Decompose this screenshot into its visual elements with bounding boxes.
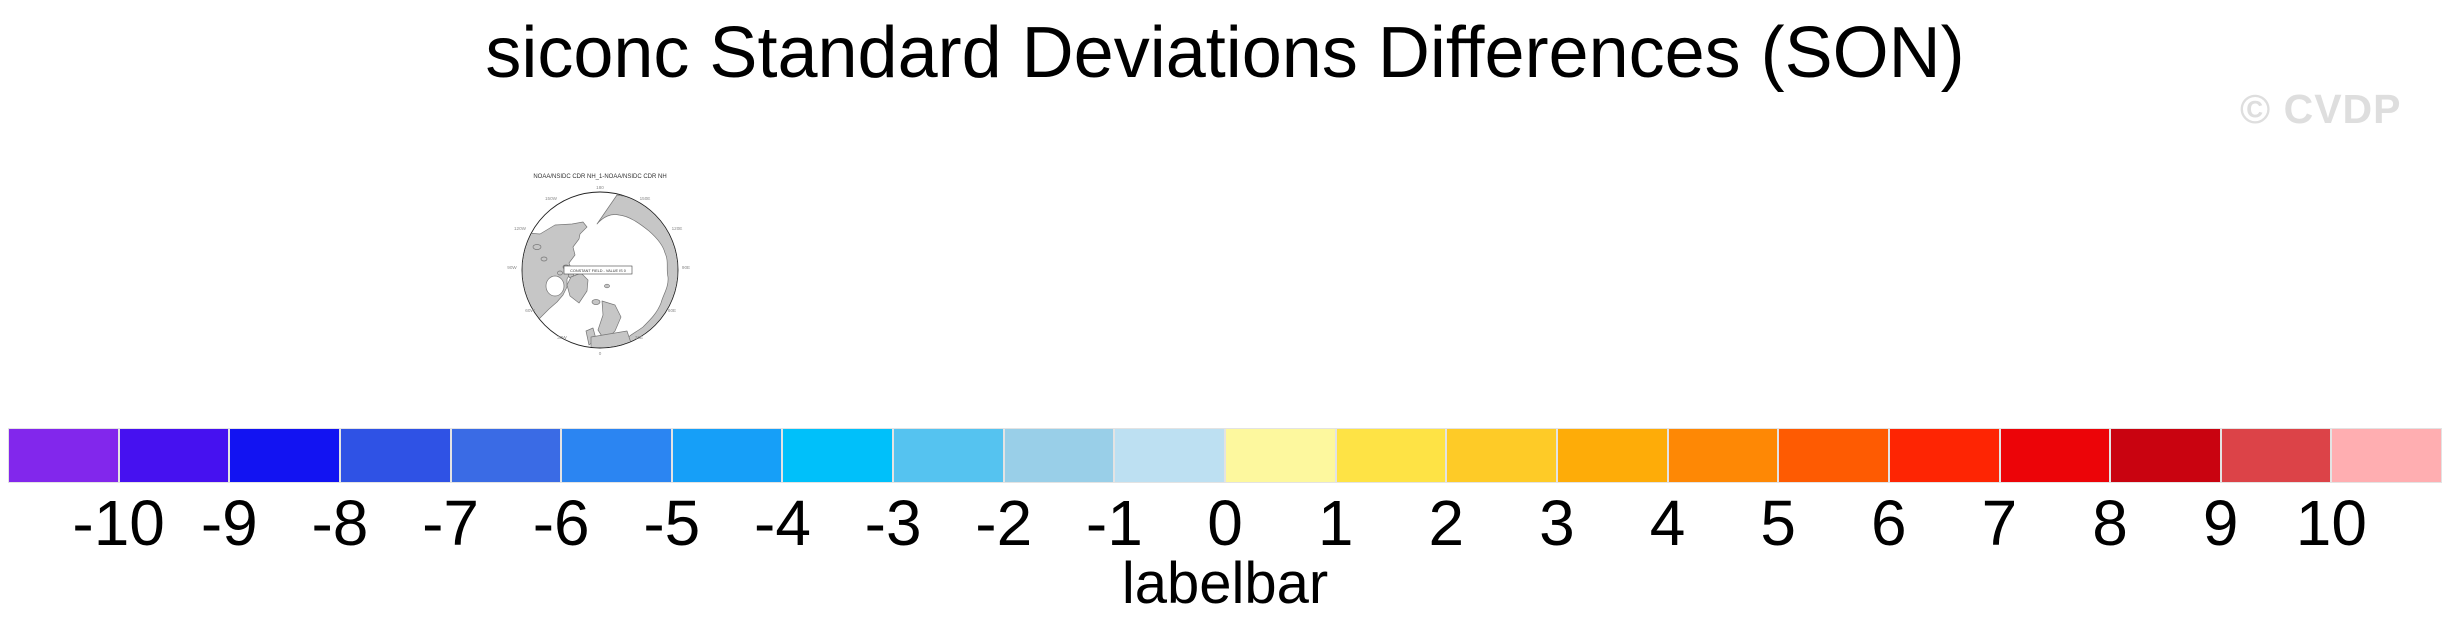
labelbar-tick-label: 9: [2202, 487, 2239, 559]
map-longitude-labels: 180 150W 150E 120W 120E 90W 90E 60W 60E …: [507, 185, 690, 356]
labelbar-tick-label: -7: [422, 487, 479, 559]
labelbar-tick-label: -8: [311, 487, 369, 559]
labelbar-color-box: [1999, 428, 2111, 483]
lon-label-0: 0: [599, 351, 602, 356]
labelbar-color-box: [8, 428, 119, 483]
labelbar-tick-label: -3: [864, 487, 922, 559]
labelbar-tick-label: 2: [1428, 487, 1465, 559]
lon-label-120w: 120W: [514, 226, 527, 231]
page-title: siconc Standard Deviations Differences (…: [485, 13, 1965, 93]
labelbar-color-box: [1888, 428, 2000, 483]
labelbar-color-box: [893, 428, 1004, 483]
labelbar-color-box: [229, 428, 340, 483]
labelbar-tick-label: -4: [754, 487, 811, 559]
polar-map-panel: NOAA/NSIDC CDR NH_1-NOAA/NSIDC CDR NH: [487, 173, 713, 361]
constant-field-box: [563, 265, 633, 275]
labelbar-color-box: [782, 428, 894, 483]
labelbar-color-box: [1225, 428, 1336, 483]
labelbar-color-box: [1003, 428, 1115, 483]
landmass-europe: [590, 330, 636, 348]
lon-label-60w: 60W: [525, 308, 535, 313]
labelbar-tick-label: 6: [1871, 487, 1907, 559]
labelbar-color-box: [2331, 428, 2443, 483]
labelbar-tick-label: -1: [1085, 487, 1143, 559]
labelbar-color-box: [1667, 428, 1779, 483]
landmass-iceland: [591, 299, 601, 305]
labelbar-tick-label: 7: [1981, 487, 2018, 559]
labelbar-tick-label: -2: [975, 487, 1033, 559]
map-panel-title: NOAA/NSIDC CDR NH_1-NOAA/NSIDC CDR NH: [533, 174, 667, 180]
labelbar-color-box: [561, 428, 672, 483]
labelbar-color-box: [1446, 428, 1557, 483]
labelbar-tick-label: -9: [200, 487, 258, 559]
labelbar-tick-label: 1: [1317, 487, 1354, 559]
labelbar-axis-label: labelbar: [1121, 551, 1329, 616]
landmass-svalbard: [604, 283, 610, 289]
labelbar-color-box: [1335, 428, 1447, 483]
constant-field-annotation: CONSTANT FIELD - VALUE IS 0: [570, 269, 626, 273]
labelbar-boxes: [8, 428, 2443, 483]
labelbar-tick-label: -6: [532, 487, 590, 559]
lon-label-150e: 150E: [640, 196, 651, 201]
arctic-island: [532, 244, 542, 250]
cvdp-watermark: © CVDP: [2240, 86, 2402, 132]
labelbar-tick-label: -10: [72, 487, 165, 559]
arctic-island: [557, 270, 563, 276]
labelbar-tick-label: 8: [2092, 487, 2128, 559]
labelbar-color-box: [671, 428, 783, 483]
labelbar-color-box: [1556, 428, 1668, 483]
lon-label-150w: 150W: [545, 196, 558, 201]
lon-label-180: 180: [596, 185, 604, 190]
labelbar-tick-label: 0: [1207, 487, 1243, 559]
labelbar-color-box: [450, 428, 562, 483]
arctic-island: [540, 256, 548, 262]
labelbar-color-box: [339, 428, 451, 483]
labelbar-tick-label: 3: [1539, 487, 1575, 559]
lon-label-30w: 30W: [557, 335, 567, 340]
lon-label-90e: 90E: [682, 265, 690, 270]
labelbar-color-box: [2110, 428, 2221, 483]
lon-label-60e: 60E: [668, 308, 676, 313]
labelbar-tick-label: 4: [1649, 487, 1686, 559]
labelbar-tick-label: -5: [643, 487, 701, 559]
labelbar-tick-labels: -10 -9 -8 -7 -6 -5 -4 -3 -2 -1 0 1 2 3 4 5 6 7 8 9 10: [8, 486, 2442, 559]
hudson-bay: [545, 275, 565, 297]
labelbar-color-box: [118, 428, 230, 483]
labelbar-color-box: [1778, 428, 1889, 483]
labelbar-tick-label: 10: [2295, 487, 2367, 559]
polar-stereographic-map: CONSTANT FIELD - VALUE IS 0 180 150W 150…: [507, 185, 690, 356]
labelbar-color-box: [2220, 428, 2332, 483]
lon-label-90w: 90W: [507, 265, 517, 270]
lon-label-30e: 30E: [635, 335, 643, 340]
labelbar-color-box: [1114, 428, 1226, 483]
lon-label-120e: 120E: [672, 226, 683, 231]
labelbar-tick-label: 5: [1760, 487, 1796, 559]
